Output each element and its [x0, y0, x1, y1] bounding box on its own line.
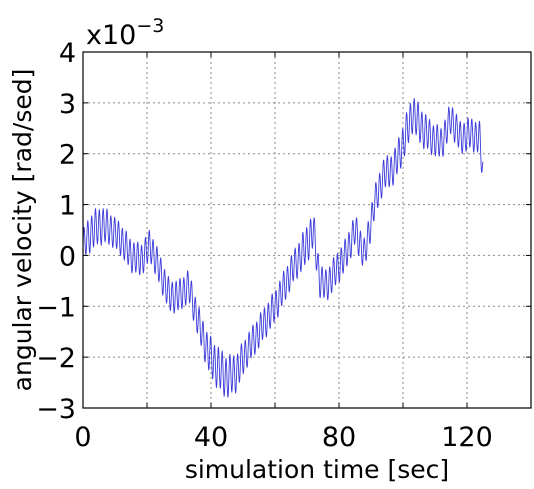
- y-tick-label: 4: [59, 38, 76, 69]
- x-tick-label: 120: [441, 422, 493, 453]
- x-tick-label: 80: [322, 422, 356, 453]
- ticks: 0 40 80 120 −3 −2 −1 0 1 2 3 4: [36, 38, 532, 453]
- x-tick-label: 0: [74, 422, 91, 453]
- y-tick-label: 2: [59, 140, 76, 171]
- y-tick-label: −1: [36, 292, 76, 323]
- plot-frame: [82, 51, 532, 409]
- y-tick-label: −3: [36, 394, 76, 425]
- series-line: [82, 98, 484, 398]
- axis-multiplier: x10−3: [86, 15, 164, 51]
- multiplier-exponent: −3: [136, 15, 164, 37]
- y-tick-label: 3: [59, 89, 76, 120]
- multiplier-base: x10: [86, 20, 136, 51]
- x-axis-label: simulation time [sec]: [185, 455, 449, 484]
- y-tick-label: −2: [36, 343, 76, 374]
- x-tick-label: 40: [194, 422, 228, 453]
- y-tick-label: 1: [59, 191, 76, 222]
- y-axis-label: angular velocity [rad/sed]: [8, 69, 37, 392]
- series-layer: [82, 98, 484, 398]
- y-tick-label: 0: [59, 241, 76, 272]
